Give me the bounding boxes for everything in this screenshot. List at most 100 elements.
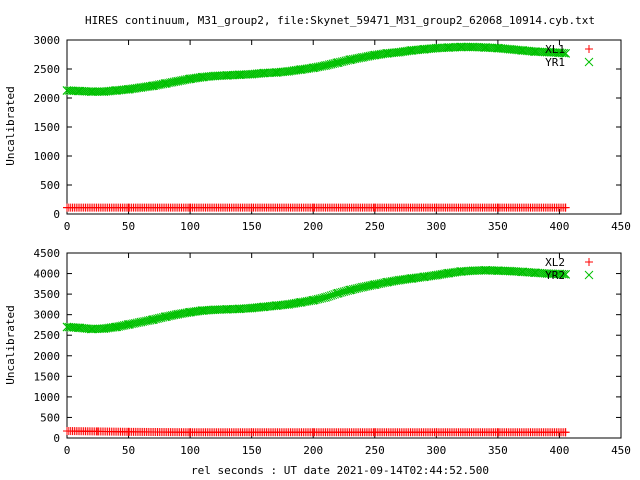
fill-point [158, 79, 168, 89]
fill-point [358, 53, 367, 62]
legend-marker [584, 270, 594, 280]
fill-point [306, 296, 316, 306]
y-tick-label: 2500 [34, 329, 61, 342]
fill-point [156, 313, 166, 323]
fill-point [369, 280, 378, 290]
y-tick-label: 2000 [34, 92, 61, 105]
x-tick-label: 250 [365, 220, 385, 233]
x-axis-label: rel seconds : UT date 2021-09-14T02:44:5… [191, 464, 489, 477]
x-tick-label: 300 [426, 220, 446, 233]
y-tick-label: 1000 [34, 391, 61, 404]
fill-point [328, 59, 338, 69]
fill-point [332, 58, 341, 68]
fill-point [160, 312, 170, 322]
x-tick-label: 350 [488, 220, 508, 233]
x-tick-label: 100 [180, 220, 200, 233]
fill-point [343, 55, 353, 65]
fill-point [306, 63, 316, 73]
fill-point [315, 294, 325, 304]
fill-point [166, 311, 175, 321]
fill-point [561, 270, 570, 279]
legend-label: YR2 [545, 269, 565, 282]
fill-point [348, 284, 358, 294]
fill-point [557, 269, 567, 279]
fill-point [286, 299, 295, 309]
top-chart-y-axis-label: Uncalibrated [4, 86, 17, 165]
y-tick-label: 0 [53, 208, 60, 221]
fill-point [345, 285, 354, 295]
fill-point [160, 79, 170, 88]
fill-point [162, 312, 172, 321]
bottom-chart-plot-frame [66, 252, 622, 439]
fill-point [134, 318, 144, 327]
fill-point [118, 321, 127, 331]
fill-point [382, 277, 391, 287]
y-tick-label: 3500 [34, 288, 61, 301]
fill-point [561, 203, 570, 212]
fill-point [387, 277, 397, 286]
fill-point [561, 48, 570, 58]
fill-point [350, 54, 360, 64]
fill-point [334, 58, 343, 67]
fill-point [437, 269, 447, 279]
bottom-chart-data-marks [62, 265, 570, 437]
fill-point [295, 298, 305, 307]
y-tick-label: 500 [40, 179, 60, 192]
fill-point [142, 316, 151, 326]
fill-point [311, 62, 321, 72]
fill-point [374, 279, 384, 289]
x-tick-label: 250 [365, 444, 385, 457]
fill-point [147, 315, 157, 325]
legend-label: XL2 [545, 256, 565, 269]
fill-point [559, 48, 569, 58]
fill-point [112, 322, 122, 332]
fill-point [561, 428, 570, 437]
fill-point [121, 320, 131, 330]
fill-point [347, 285, 356, 295]
x-tick-label: 0 [64, 220, 71, 233]
fill-point [293, 298, 303, 308]
fill-point [158, 312, 168, 322]
fill-point [311, 295, 321, 304]
fill-point [302, 296, 312, 306]
legend-marker [585, 258, 593, 266]
series-XL1 [63, 203, 570, 212]
fill-point [389, 276, 399, 286]
fill-point [431, 270, 441, 280]
fill-point [110, 322, 120, 332]
fill-point [138, 317, 148, 327]
fill-point [167, 311, 177, 320]
fill-point [297, 297, 306, 307]
y-tick-label: 4000 [34, 268, 61, 281]
fill-point [352, 284, 362, 293]
fill-point [345, 55, 354, 65]
x-tick-label: 50 [122, 444, 135, 457]
fill-point [361, 52, 371, 62]
fill-point [129, 319, 138, 328]
x-tick-label: 450 [611, 444, 631, 457]
fill-point [147, 81, 157, 91]
fill-point [149, 315, 159, 324]
fill-point [339, 56, 349, 66]
x-tick-label: 450 [611, 220, 631, 233]
fill-point [182, 75, 192, 84]
fill-point [167, 77, 177, 87]
figure-title: HIRES continuum, M31_group2, file:Skynet… [85, 14, 595, 27]
fill-point [350, 284, 360, 294]
fill-point [289, 299, 299, 308]
fill-point [162, 78, 172, 88]
fill-point [173, 309, 183, 319]
fill-point [177, 309, 186, 318]
fill-point [376, 279, 386, 288]
fill-point [347, 55, 356, 64]
legend-label: XL1 [545, 43, 565, 56]
fill-point [348, 54, 358, 64]
x-tick-label: 400 [550, 444, 570, 457]
fill-point [315, 62, 325, 71]
y-tick-label: 1500 [34, 121, 61, 134]
bottom-chart-panel: Uncalibrated 0 50 100 150 200 250 300 350 400 450… [4, 247, 631, 457]
fill-point [154, 80, 164, 90]
fill-point [153, 314, 162, 323]
